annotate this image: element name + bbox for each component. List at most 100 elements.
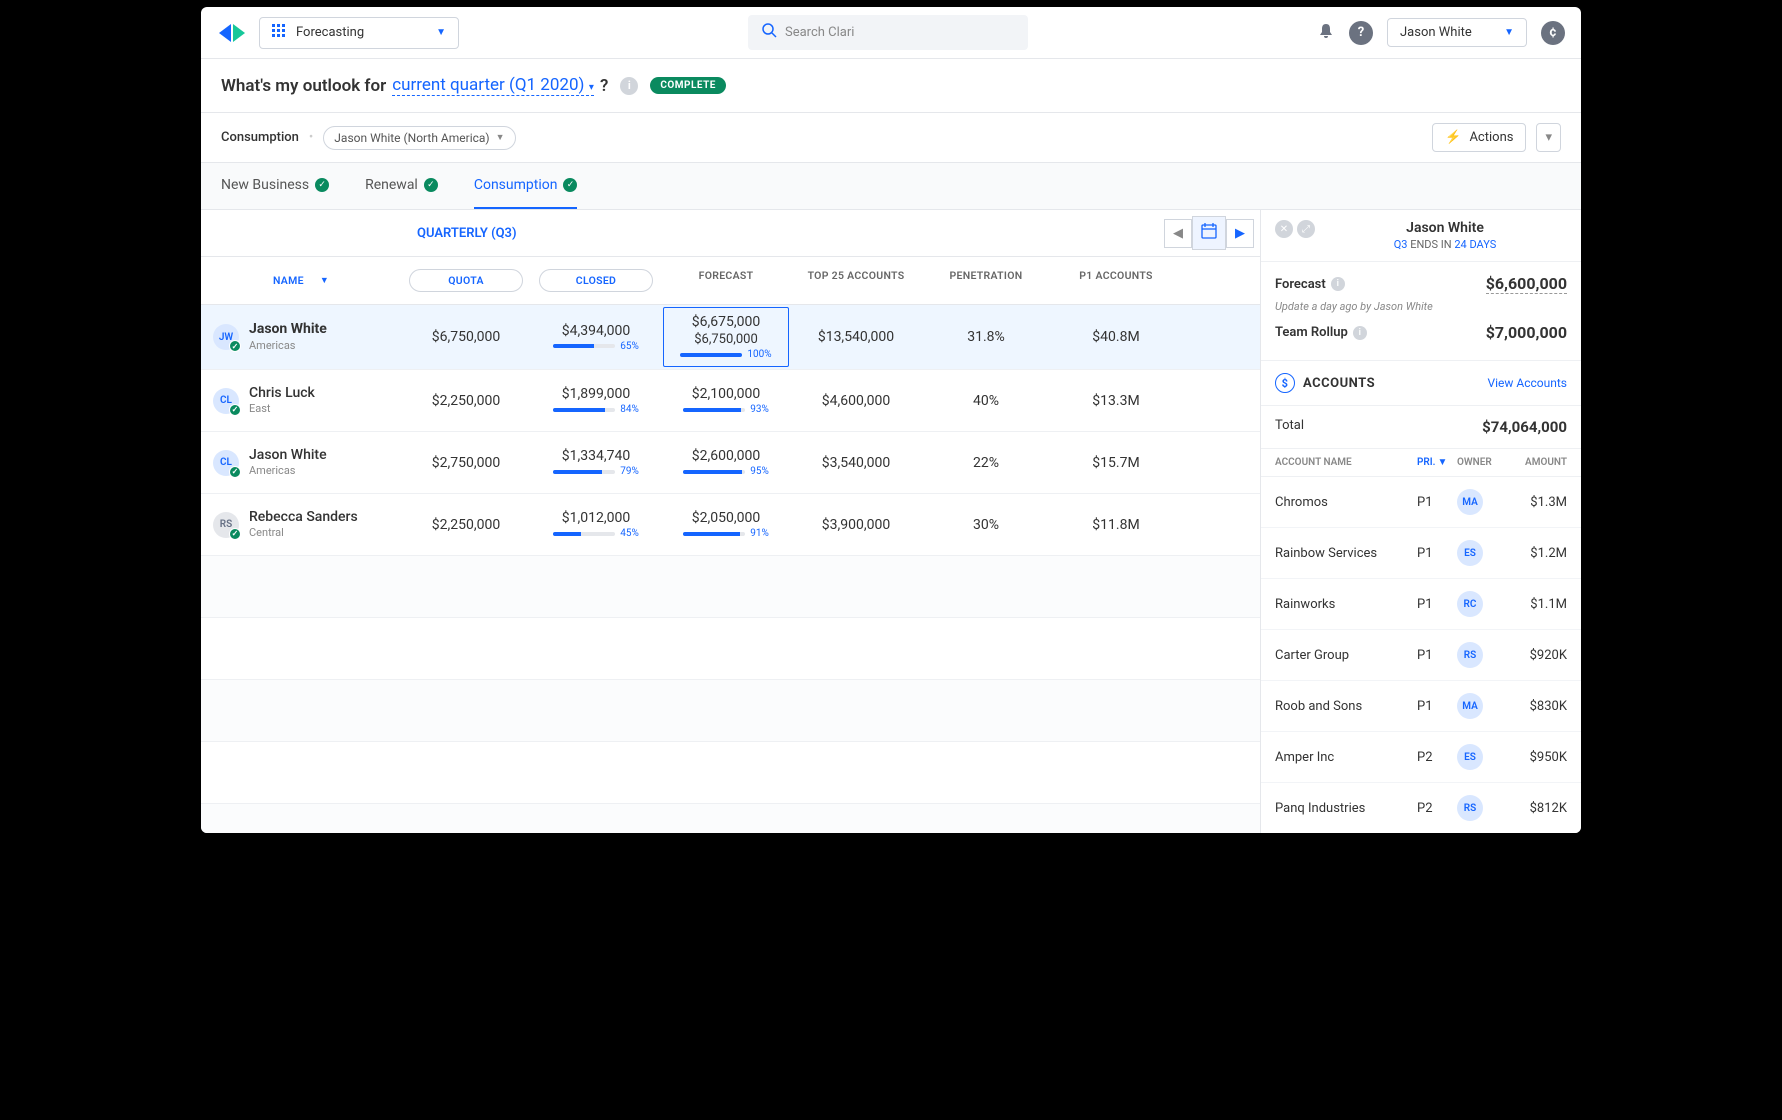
accounts-list: Chromos P1 MA $1.3M Rainbow Services P1 … <box>1261 477 1581 833</box>
search-input[interactable]: Search Clari <box>748 15 1028 50</box>
avatar: CL✓ <box>213 388 239 414</box>
account-amount: $950K <box>1507 750 1567 765</box>
check-icon: ✓ <box>563 178 577 192</box>
penetration-cell: 31.8% <box>921 321 1051 353</box>
actions-button[interactable]: ⚡ Actions <box>1432 123 1526 152</box>
search-placeholder: Search Clari <box>785 25 854 40</box>
currency-icon[interactable]: ¢ <box>1541 21 1565 45</box>
outlook-suffix: ? <box>600 76 608 96</box>
view-accounts-link[interactable]: View Accounts <box>1487 376 1567 390</box>
table-row[interactable]: JW✓ Jason WhiteAmericas $6,750,000 $4,39… <box>201 305 1260 370</box>
table-row-empty <box>201 742 1260 804</box>
table-row[interactable]: CL✓ Chris LuckEast $2,250,000 $1,899,000… <box>201 370 1260 432</box>
period-label[interactable]: QUARTERLY (Q3) <box>401 214 1158 253</box>
col-quota[interactable]: QUOTA <box>401 257 531 304</box>
user-selector[interactable]: Jason White ▼ <box>1387 18 1527 47</box>
col-p1[interactable]: P1 ACCOUNTS <box>1051 257 1181 304</box>
account-amount: $1.2M <box>1507 546 1567 561</box>
col-top25[interactable]: TOP 25 ACCOUNTS <box>791 257 921 304</box>
forecast-label: Forecast i <box>1275 277 1345 292</box>
bell-icon[interactable] <box>1317 22 1335 44</box>
name-cell: RS✓ Rebecca SandersCentral <box>201 501 401 548</box>
actions-dropdown[interactable]: ▾ <box>1536 123 1561 152</box>
main-content: QUARTERLY (Q3) ◀ ▶ NAME ▼ QUOTA CLOSED F… <box>201 210 1581 833</box>
account-row[interactable]: Chromos P1 MA $1.3M <box>1261 477 1581 528</box>
help-icon[interactable]: ? <box>1349 21 1373 45</box>
quota-cell: $2,750,000 <box>401 447 531 479</box>
accounts-columns: ACCOUNT NAME PRI. ▼ OWNER AMOUNT <box>1261 449 1581 477</box>
side-header: ✕ ⤢ Jason White Q3 ENDS IN 24 DAYS <box>1261 210 1581 262</box>
account-row[interactable]: Carter Group P1 RS $920K <box>1261 630 1581 681</box>
info-icon[interactable]: i <box>620 77 638 95</box>
tab-new-business[interactable]: New Business✓ <box>221 163 329 209</box>
account-row[interactable]: Rainworks P1 RC $1.1M <box>1261 579 1581 630</box>
acct-col-amount[interactable]: AMOUNT <box>1507 457 1567 468</box>
account-name: Chromos <box>1275 495 1417 510</box>
account-amount: $812K <box>1507 801 1567 816</box>
check-icon: ✓ <box>424 178 438 192</box>
rollup-value: $7,000,000 <box>1486 323 1567 342</box>
avatar: CL✓ <box>213 450 239 476</box>
account-name: Roob and Sons <box>1275 699 1417 714</box>
side-panel: ✕ ⤢ Jason White Q3 ENDS IN 24 DAYS Forec… <box>1261 210 1581 833</box>
forecast-cell[interactable]: $6,675,000$6,750,000100% <box>663 307 789 367</box>
forecast-cell: $2,050,00091% <box>661 502 791 547</box>
close-icon[interactable]: ✕ <box>1275 220 1293 238</box>
account-priority: P1 <box>1417 648 1457 663</box>
name-cell: CL✓ Jason WhiteAmericas <box>201 439 401 486</box>
outlook-bar: What's my outlook for current quarter (Q… <box>201 59 1581 113</box>
p1-cell: $15.7M <box>1051 447 1181 479</box>
table-row-empty <box>201 556 1260 618</box>
table-row[interactable]: CL✓ Jason WhiteAmericas $2,750,000 $1,33… <box>201 432 1260 494</box>
account-name: Carter Group <box>1275 648 1417 663</box>
module-selector[interactable]: Forecasting ▼ <box>259 17 459 49</box>
col-closed[interactable]: CLOSED <box>531 257 661 304</box>
nav-next[interactable]: ▶ <box>1226 219 1254 248</box>
check-icon: ✓ <box>229 466 241 478</box>
calendar-icon[interactable] <box>1192 216 1226 250</box>
nav-prev[interactable]: ◀ <box>1164 219 1192 248</box>
table-row[interactable]: RS✓ Rebecca SandersCentral $2,250,000 $1… <box>201 494 1260 556</box>
account-priority: P1 <box>1417 546 1457 561</box>
col-penetration[interactable]: PENETRATION <box>921 257 1051 304</box>
topbar-right: ? Jason White ▼ ¢ <box>1317 18 1565 47</box>
account-row[interactable]: Panq Industries P2 RS $812K <box>1261 783 1581 833</box>
search-icon <box>762 23 777 42</box>
quota-cell: $2,250,000 <box>401 385 531 417</box>
forecast-section: Forecast i $6,600,000 Update a day ago b… <box>1261 262 1581 361</box>
col-forecast[interactable]: FORECAST <box>661 257 791 304</box>
top25-cell: $4,600,000 <box>791 385 921 417</box>
tab-consumption[interactable]: Consumption✓ <box>474 163 578 209</box>
acct-col-pri[interactable]: PRI. ▼ <box>1417 457 1457 468</box>
tab-renewal[interactable]: Renewal✓ <box>365 163 438 209</box>
expand-icon[interactable]: ⤢ <box>1297 220 1315 238</box>
closed-cell: $1,334,740 79% <box>531 440 661 485</box>
module-label: Forecasting <box>296 25 364 40</box>
owner-avatar: ES <box>1457 540 1483 566</box>
account-priority: P1 <box>1417 597 1457 612</box>
scope-chip[interactable]: Jason White (North America) ▼ <box>323 126 515 150</box>
check-icon: ✓ <box>229 528 241 540</box>
col-name[interactable]: NAME ▼ <box>201 257 401 304</box>
account-row[interactable]: Roob and Sons P1 MA $830K <box>1261 681 1581 732</box>
accounts-title: ACCOUNTS <box>1303 376 1375 391</box>
account-row[interactable]: Amper Inc P2 ES $950K <box>1261 732 1581 783</box>
account-row[interactable]: Rainbow Services P1 ES $1.2M <box>1261 528 1581 579</box>
chevron-down-icon: ▼ <box>496 132 505 143</box>
acct-col-owner[interactable]: OWNER <box>1457 457 1507 468</box>
acct-col-name[interactable]: ACCOUNT NAME <box>1275 457 1417 468</box>
owner-avatar: RS <box>1457 795 1483 821</box>
account-name: Rainworks <box>1275 597 1417 612</box>
app-logo[interactable] <box>217 18 247 48</box>
closed-cell: $4,394,000 65% <box>531 315 661 360</box>
accounts-total-row: Total $74,064,000 <box>1261 406 1581 449</box>
table-row-empty <box>201 680 1260 742</box>
info-icon[interactable]: i <box>1353 326 1367 340</box>
forecast-cell: $2,600,00095% <box>661 440 791 485</box>
chevron-down-icon: ▼ <box>436 27 446 38</box>
penetration-cell: 22% <box>921 447 1051 479</box>
outlook-period-link[interactable]: current quarter (Q1 2020) ▾ <box>392 75 594 96</box>
info-icon[interactable]: i <box>1331 277 1345 291</box>
p1-cell: $13.3M <box>1051 385 1181 417</box>
forecast-value[interactable]: $6,600,000 <box>1486 274 1567 294</box>
